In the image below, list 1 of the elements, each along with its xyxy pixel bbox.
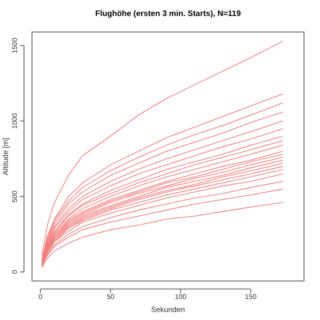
chart-title: Flughöhe (ersten 3 min. Starts), N=119 xyxy=(95,9,242,18)
